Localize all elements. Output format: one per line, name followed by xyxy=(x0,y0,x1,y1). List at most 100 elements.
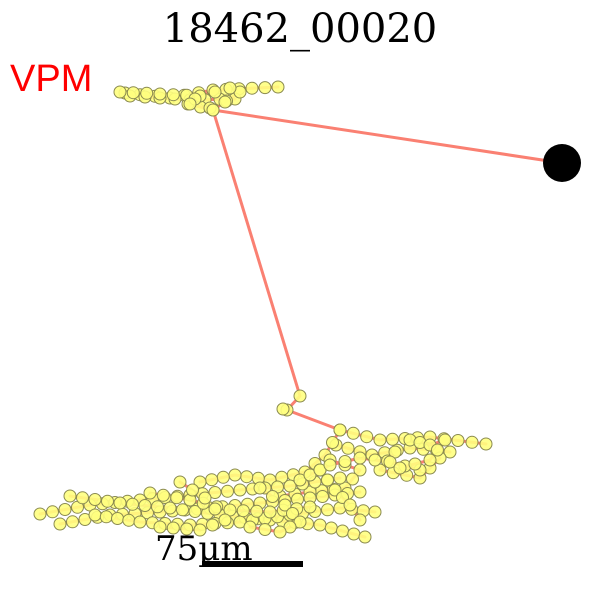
neurite-node xyxy=(313,518,327,532)
neurite-node xyxy=(138,499,152,512)
neurite-node xyxy=(66,515,79,529)
neurite-node xyxy=(153,87,167,101)
neurite-node xyxy=(126,497,139,511)
neurite-node xyxy=(293,389,307,403)
neurite-node xyxy=(33,507,47,521)
neurite-node xyxy=(286,507,299,520)
neurite-node xyxy=(113,85,127,99)
neurite-node xyxy=(223,81,237,95)
neurite-node xyxy=(346,472,359,486)
neurite-node xyxy=(393,461,407,475)
neurite-node xyxy=(333,423,347,437)
neurite-node xyxy=(263,505,277,519)
neurite-node xyxy=(258,523,272,536)
neurite-node xyxy=(113,496,127,510)
neurite-node xyxy=(368,505,382,519)
neurite-node xyxy=(170,491,184,505)
neurite-node xyxy=(271,80,285,94)
neurite-node xyxy=(283,479,297,493)
axon-segment xyxy=(211,108,564,165)
neurite-node xyxy=(126,86,140,100)
neurite-node xyxy=(383,455,397,469)
neurite-node xyxy=(245,81,259,95)
neurite-node xyxy=(153,520,167,534)
neurite-node xyxy=(431,443,444,457)
neurite-node xyxy=(321,503,334,517)
neurite-node xyxy=(333,471,347,485)
neurite-node xyxy=(373,433,387,447)
neurite-node xyxy=(343,498,357,512)
neurite-node xyxy=(386,432,399,446)
neurite-node xyxy=(465,435,479,449)
neurite-node xyxy=(58,503,72,516)
neurite-node xyxy=(303,500,317,514)
figure-title: 18462_00020 xyxy=(163,6,438,52)
neurite-node xyxy=(438,433,452,447)
neurite-node xyxy=(205,473,219,487)
neurite-node xyxy=(166,521,180,535)
neurite-node xyxy=(99,510,113,524)
neurite-node xyxy=(278,498,292,512)
neurite-node xyxy=(111,512,124,525)
neurite-node xyxy=(151,500,164,514)
neurite-node xyxy=(243,520,257,534)
neurite-node xyxy=(316,490,329,503)
neurite-node xyxy=(208,486,222,499)
neurite-node xyxy=(258,81,272,95)
neurite-node xyxy=(253,481,267,495)
neurite-node xyxy=(101,494,114,508)
neurite-node xyxy=(208,502,222,516)
neurite-node xyxy=(46,505,59,519)
neurite-node xyxy=(408,457,422,471)
neurite-node xyxy=(76,491,89,505)
neurite-node xyxy=(140,86,154,100)
neurite-node xyxy=(250,504,264,518)
neurite-node xyxy=(479,437,493,451)
neurite-node xyxy=(183,97,197,111)
neurite-node xyxy=(208,85,222,99)
neurite-node xyxy=(276,402,290,416)
axon-segment xyxy=(211,108,342,432)
neurite-node xyxy=(218,95,232,109)
neurite-node xyxy=(53,517,67,531)
neurite-node xyxy=(180,522,194,536)
neurite-nodes xyxy=(33,80,493,544)
scale-bar xyxy=(202,561,303,567)
neurite-node xyxy=(198,491,212,505)
neurite-node xyxy=(193,523,207,537)
neurite-node xyxy=(122,513,136,527)
neurite-node xyxy=(233,483,247,497)
neurite-node xyxy=(173,475,187,489)
neurite-node xyxy=(218,513,232,527)
neurite-node xyxy=(451,434,465,447)
neurite-node xyxy=(368,453,382,467)
neurite-node xyxy=(63,489,77,503)
neurite-node xyxy=(353,513,367,527)
neurite-node xyxy=(186,483,199,497)
neurite-node xyxy=(273,525,287,539)
neurite-node xyxy=(360,430,374,444)
neurite-node xyxy=(266,490,279,503)
neurite-node xyxy=(323,458,337,472)
neurite-node xyxy=(88,508,102,522)
neurite-node xyxy=(341,441,355,455)
neurite-node xyxy=(423,453,437,467)
soma-dot-icon xyxy=(543,144,581,182)
neurite-node xyxy=(156,488,170,502)
neurite-node xyxy=(240,470,254,484)
neurite-node xyxy=(206,518,219,532)
neurite-node xyxy=(324,521,338,535)
region-label: VPM xyxy=(10,58,92,100)
neurite-node xyxy=(166,88,180,102)
neurite-node xyxy=(443,445,457,459)
neurite-node xyxy=(221,484,234,498)
neurite-node xyxy=(347,527,361,541)
neurite-node xyxy=(358,530,372,544)
neurite-node xyxy=(321,473,334,487)
neurite-node xyxy=(206,103,220,117)
neurite-node xyxy=(88,493,102,506)
neurite-node xyxy=(338,455,352,468)
neurite-node xyxy=(143,486,157,500)
neurite-node xyxy=(353,485,367,499)
